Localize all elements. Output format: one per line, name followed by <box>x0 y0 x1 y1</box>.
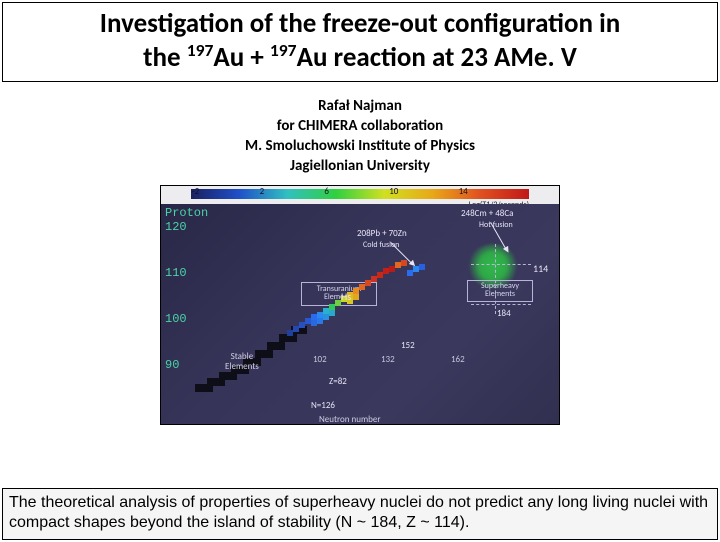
ytick: 120 <box>165 220 187 234</box>
yaxis-title: Proton <box>165 206 208 220</box>
author-name: Rafał Najman <box>0 96 720 116</box>
author-collab: for CHIMERA collaboration <box>0 116 720 136</box>
nuclide-pixel <box>311 320 317 326</box>
chart-annotation: Z=82 <box>329 376 347 387</box>
chart-annotation: 208Pb + 70Zn <box>357 228 407 239</box>
chart-annotation: 184 <box>497 308 511 319</box>
guide-line <box>471 264 531 265</box>
title-line-2: the 197Au + 197Au reaction at 23 AMe. V <box>11 41 709 75</box>
footer-text: The theoretical analysis of properties o… <box>9 493 711 533</box>
xaxis-title: Neutron number <box>319 414 381 425</box>
chart-plot-area: Proton Neutron number StableElements Tra… <box>161 204 559 424</box>
chart-annotation: 248Cm + 48Ca <box>461 208 513 219</box>
xtick: 102 <box>313 354 327 365</box>
authors-block: Rafał Najman for CHIMERA collaboration M… <box>0 96 720 177</box>
nuclide-pixel <box>329 310 335 316</box>
guide-line <box>495 244 496 314</box>
title-box: Investigation of the freeze-out configur… <box>2 2 718 82</box>
element-2: Au reaction at 23 AMe. V <box>297 41 577 74</box>
nuclide-chart: -2261014 Log(T1/2/seconds) Proton Neutro… <box>160 185 560 425</box>
stable-elements-region <box>195 302 315 392</box>
nuclide-pixel <box>353 294 359 300</box>
colorbar-tick: 14 <box>458 186 469 200</box>
superheavy-box: SuperheavyElements <box>467 280 533 302</box>
chart-annotation: 152 <box>401 340 415 351</box>
stable-elements-label: StableElements <box>225 352 259 372</box>
nuclide-pixel <box>293 326 299 332</box>
nuclide-pixel <box>401 260 407 266</box>
colorbar-tick: 2 <box>259 186 266 200</box>
colorbar: -2261014 Log(T1/2/seconds) <box>161 186 559 204</box>
element-1: Au + <box>213 41 270 74</box>
chart-annotation: N=126 <box>311 400 335 411</box>
ytick: 100 <box>165 312 187 326</box>
mass-num-1: 197 <box>187 39 214 61</box>
ytick: 110 <box>165 266 187 280</box>
ytick: 90 <box>165 358 179 372</box>
colorbar-tick: -2 <box>191 186 200 200</box>
title-l2-a: the <box>143 41 187 74</box>
stable-stair-step <box>267 342 285 350</box>
colorbar-tick <box>527 186 529 200</box>
guide-line <box>471 304 531 305</box>
nuclide-pixel <box>419 264 425 270</box>
author-institute: M. Smoluchowski Institute of Physics <box>0 136 720 156</box>
colorbar-tick: 10 <box>388 186 399 200</box>
colorbar-tick: 6 <box>323 186 330 200</box>
footer-box: The theoretical analysis of properties o… <box>2 488 718 540</box>
title-line-1: Investigation of the freeze-out configur… <box>11 7 709 41</box>
nuclide-pixel <box>287 330 293 336</box>
chart-annotation: Hs <box>341 290 351 303</box>
xtick: 132 <box>381 354 395 365</box>
mass-num-2: 197 <box>270 39 297 61</box>
chart-annotation: Hot fusion <box>479 220 513 230</box>
nuclide-pixel <box>299 322 305 328</box>
xtick: 162 <box>451 354 465 365</box>
chart-annotation: 114 <box>533 262 548 275</box>
author-university: Jagiellonian University <box>0 156 720 176</box>
